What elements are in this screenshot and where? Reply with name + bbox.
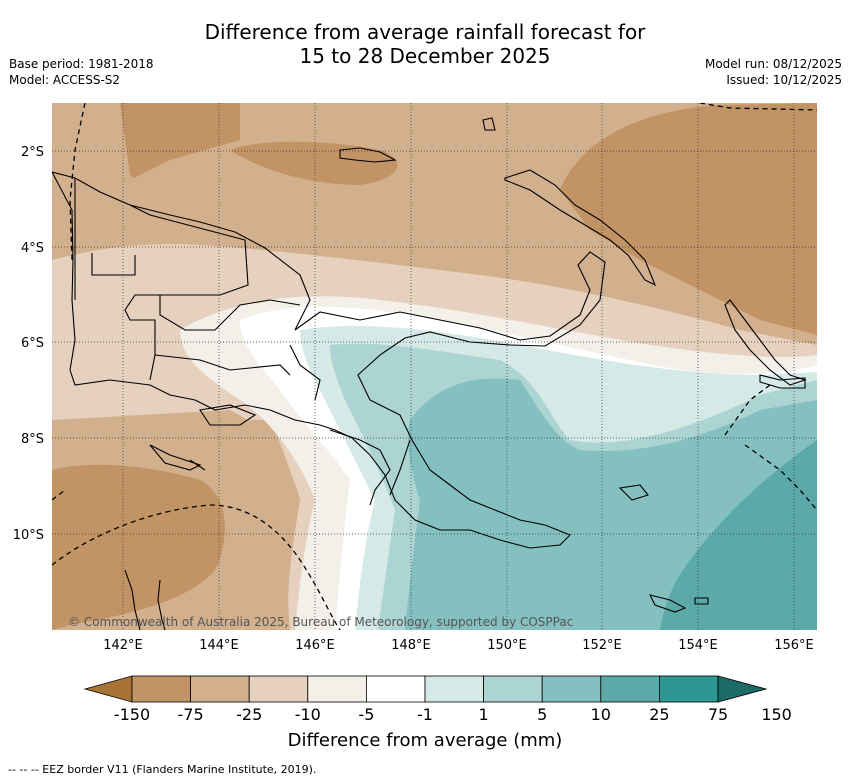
model-run: Model run: 08/12/2025 xyxy=(704,57,842,71)
colorbar-swatch xyxy=(659,675,719,703)
copyright-text: © Commonwealth of Australia 2025, Bureau… xyxy=(68,615,573,629)
colorbar-title: Difference from average (mm) xyxy=(287,730,563,751)
new-ireland-coast xyxy=(724,299,807,386)
lat-label: 6°S xyxy=(21,336,44,351)
colorbar-tick-label: -25 xyxy=(236,705,263,724)
map-panel: © Commonwealth of Australia 2025, Bureau… xyxy=(52,103,817,630)
lon-label: 146°E xyxy=(295,638,335,653)
colorbar-arrow-low xyxy=(83,675,133,703)
colorbar-swatch xyxy=(600,675,660,703)
colorbar-swatch xyxy=(541,675,602,703)
colorbar-tick-label: -150 xyxy=(113,705,151,724)
colorbar-tick-label: 1 xyxy=(478,705,489,724)
colorbar-arrow-high xyxy=(717,675,768,703)
lat-label: 4°S xyxy=(21,241,44,256)
lat-label: 10°S xyxy=(13,528,44,543)
lat-label: 8°S xyxy=(21,432,44,447)
colorbar-tick-label: 150 xyxy=(761,705,792,724)
colorbar-tick-label: -75 xyxy=(177,705,204,724)
colorbar-tick-label: -5 xyxy=(358,705,375,724)
lon-labels: 142°E 144°E 146°E 148°E 150°E 152°E 154°… xyxy=(103,638,814,653)
lon-label: 156°E xyxy=(774,638,814,653)
issued-date: Issued: 10/12/2025 xyxy=(726,73,842,87)
lon-label: 150°E xyxy=(487,638,527,653)
colorbar-tick-label: 5 xyxy=(537,705,548,724)
title-line2: 15 to 28 December 2025 xyxy=(299,44,551,68)
title-line1: Difference from average rainfall forecas… xyxy=(204,20,646,44)
colorbar-tick-label: 75 xyxy=(707,705,729,724)
eez-borders xyxy=(52,103,817,630)
lon-label: 148°E xyxy=(391,638,431,653)
colorbar-swatch xyxy=(365,675,426,703)
lat-labels: 2°S 4°S 6°S 8°S 10°S xyxy=(13,145,44,543)
colorbar-swatch xyxy=(248,675,309,703)
lon-label: 152°E xyxy=(582,638,622,653)
colorbar-tick-label: 25 xyxy=(649,705,670,724)
colorbar-swatch xyxy=(131,675,191,703)
gridlines xyxy=(52,103,817,630)
coastlines xyxy=(52,117,807,630)
colorbar-tick-label: -1 xyxy=(417,705,433,724)
colorbar-swatch xyxy=(483,675,543,703)
model-name: Model: ACCESS-S2 xyxy=(9,73,121,87)
lon-label: 144°E xyxy=(199,638,239,653)
new-guinea-coast xyxy=(52,171,606,549)
lon-label: 142°E xyxy=(103,638,143,653)
anomaly-fill-m75-ne xyxy=(560,103,817,335)
base-period: Base period: 1981-2018 xyxy=(9,57,154,71)
colorbar-tick-label: -10 xyxy=(294,705,321,724)
lat-label: 2°S xyxy=(21,145,44,160)
lon-label: 154°E xyxy=(678,638,718,653)
eez-footnote: -- -- -- EEZ border V11 (Flanders Marine… xyxy=(8,763,317,776)
colorbar-swatch xyxy=(424,675,484,703)
anomaly-fill-p25 xyxy=(660,440,817,630)
colorbar xyxy=(83,675,768,703)
colorbar-swatch xyxy=(190,675,250,703)
colorbar-swatch xyxy=(307,675,367,703)
new-britain-coast xyxy=(504,169,657,287)
colorbar-tick-label: 10 xyxy=(590,705,611,724)
